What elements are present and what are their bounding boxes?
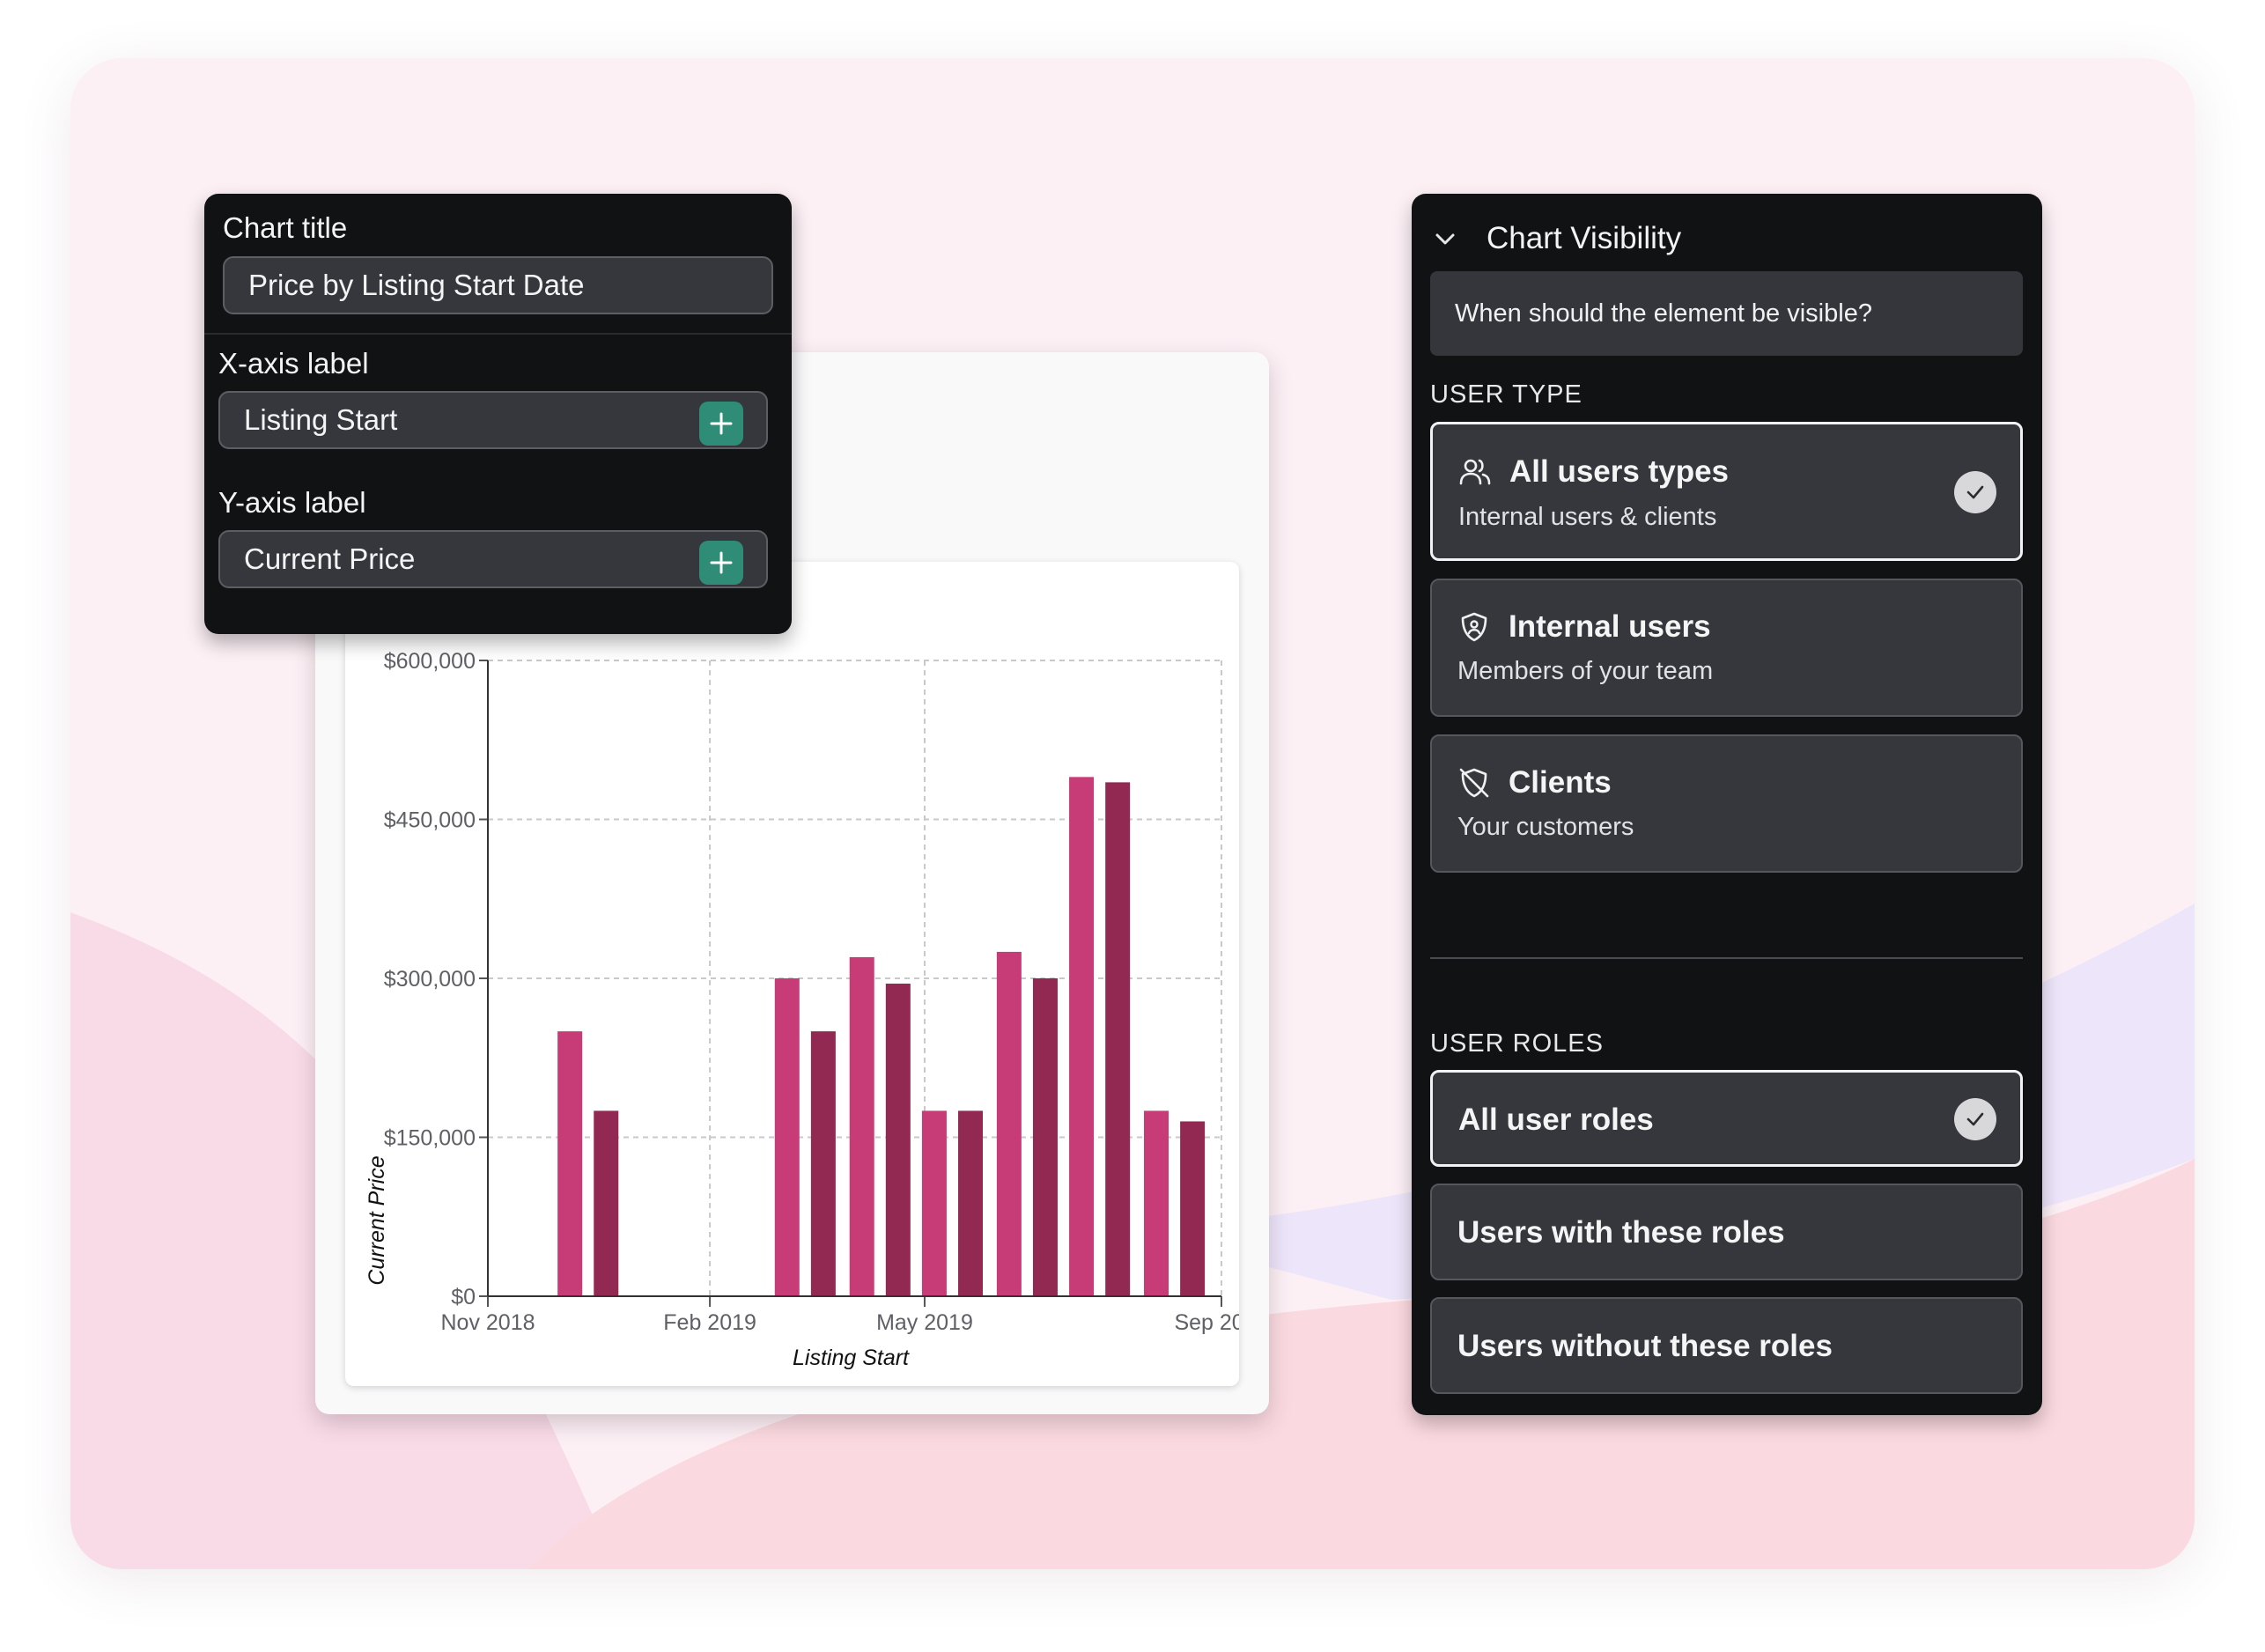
bar <box>849 956 874 1296</box>
chart-title-value: Price by Listing Start Date <box>248 269 585 301</box>
y-tick-label: $450,000 <box>384 808 476 833</box>
y-axis-label-input[interactable]: Current Price <box>218 530 768 588</box>
option-title: All user roles <box>1458 1103 1654 1137</box>
bar <box>996 951 1022 1296</box>
chart-title-input[interactable]: Price by Listing Start Date <box>223 256 773 314</box>
option-users-without-roles[interactable]: Users without these roles <box>1430 1297 2023 1394</box>
x-tick-label: Sep 2019 <box>1174 1310 1239 1335</box>
y-axis-label-value: Current Price <box>244 542 416 575</box>
bar <box>1105 782 1131 1296</box>
shield-icon <box>1461 612 1487 642</box>
bar <box>1180 1121 1206 1296</box>
bar <box>885 984 911 1296</box>
x-tick-label: Feb 2019 <box>663 1310 756 1335</box>
visibility-question-text: When should the element be visible? <box>1455 299 1872 328</box>
option-subtitle: Internal users & clients <box>1458 503 1717 531</box>
bar <box>958 1110 984 1296</box>
option-subtitle: Your customers <box>1457 813 1634 841</box>
option-subtitle: Members of your team <box>1457 657 1714 685</box>
user-type-heading: USER TYPE <box>1430 380 1583 409</box>
check-icon <box>1954 471 1996 513</box>
x-axis-title: Listing Start <box>793 1346 910 1370</box>
y-tick-label: $0 <box>451 1285 476 1309</box>
bar <box>810 1031 836 1296</box>
visibility-question: When should the element be visible? <box>1430 271 2023 356</box>
chart-title-label: Chart title <box>223 211 348 244</box>
x-axis-label-input[interactable]: Listing Start <box>218 391 768 449</box>
option-title: All users types <box>1509 454 1729 489</box>
chart-axes: $0 $150,000 $300,000 $450,000 $600,000 Nov 20… <box>384 649 1239 1335</box>
bar <box>557 1031 583 1296</box>
option-all-user-types[interactable]: All users types Internal users & clients <box>1430 422 2023 561</box>
check-icon <box>1954 1098 1996 1140</box>
users-icon <box>1459 459 1491 485</box>
chevron-down-icon[interactable] <box>1434 227 1457 250</box>
chart-visibility-panel: Chart Visibility When should the element… <box>1412 194 2042 1415</box>
bar <box>1144 1110 1169 1296</box>
bar-chart: $0 $150,000 $300,000 $450,000 $600,000 Nov 20… <box>365 649 1239 1370</box>
option-users-with-roles[interactable]: Users with these roles <box>1430 1184 2023 1280</box>
plus-icon <box>710 551 733 574</box>
y-axis-add-button[interactable] <box>699 541 743 585</box>
bar <box>921 1110 947 1296</box>
y-tick-label: $150,000 <box>384 1126 476 1151</box>
option-title: Internal users <box>1509 609 1711 644</box>
chart-bars <box>557 777 1206 1296</box>
bar <box>1032 978 1058 1296</box>
y-tick-label: $300,000 <box>384 967 476 992</box>
bar <box>594 1110 619 1296</box>
chart-plot-area: $0 $150,000 $300,000 $450,000 $600,000 Nov 20… <box>345 562 1239 1386</box>
option-title: Users with these roles <box>1457 1215 1785 1250</box>
option-internal-users[interactable]: Internal users Members of your team <box>1430 579 2023 717</box>
x-tick-label: May 2019 <box>876 1310 973 1335</box>
plus-icon <box>710 412 733 435</box>
x-axis-add-button[interactable] <box>699 402 743 446</box>
x-axis-label-value: Listing Start <box>244 403 398 436</box>
divider <box>1430 957 2023 959</box>
shield-off-icon <box>1459 768 1489 798</box>
x-tick-label: Nov 2018 <box>440 1310 535 1335</box>
user-roles-heading: USER ROLES <box>1430 1029 1604 1058</box>
option-title: Users without these roles <box>1457 1329 1833 1363</box>
visibility-header[interactable]: Chart Visibility <box>1434 208 1681 269</box>
section-divider <box>204 333 792 335</box>
chart-settings-panel: Chart title Price by Listing Start Date … <box>204 194 792 634</box>
y-axis-title: Current Price <box>365 1155 389 1285</box>
bar <box>1069 777 1095 1296</box>
y-tick-label: $600,000 <box>384 649 476 674</box>
bar <box>774 978 800 1296</box>
option-clients[interactable]: Clients Your customers <box>1430 734 2023 873</box>
y-axis-label-label: Y-axis label <box>218 486 366 519</box>
option-title: Clients <box>1509 765 1612 800</box>
chart-grid <box>488 660 1222 1296</box>
x-axis-label-label: X-axis label <box>218 347 369 380</box>
option-all-user-roles[interactable]: All user roles <box>1430 1070 2023 1167</box>
visibility-title: Chart Visibility <box>1487 221 1682 255</box>
